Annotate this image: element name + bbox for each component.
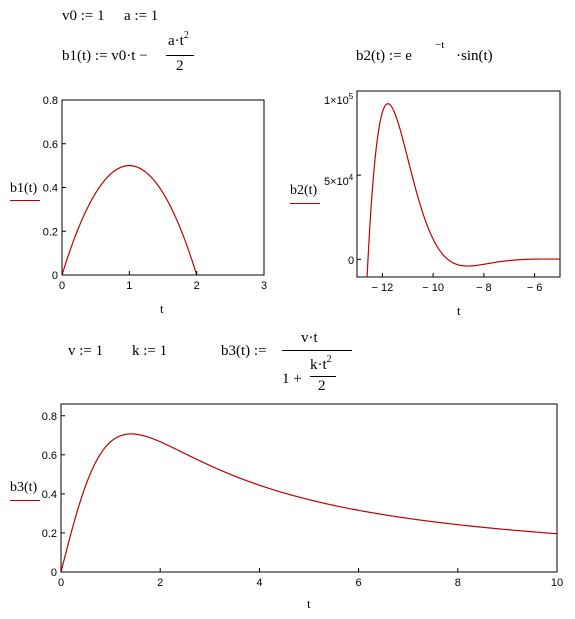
b3-den-fraction-bar [310,376,336,377]
plot-b2-xlabel: t [457,303,461,318]
plot-b3-ytick-label: 0.2 [42,528,57,540]
plot-b1-xlabel: t [160,301,164,316]
plot-b1-ylabel-underline [10,200,40,201]
b1-denominator: 2 [176,58,184,74]
plot-b2-ytick-top-exp: 5 [348,92,354,101]
def-v[interactable]: v := 1 [68,343,104,359]
b2-exponent: −t [435,39,445,51]
plot-b2-ytick-top: 1×105 [324,92,354,107]
plot-b3-ytick-label: 0.4 [42,489,57,501]
plot-b2[interactable]: − 12 − 10 − 8 − 6 [280,90,575,320]
plot-b3-ytick-label: 0 [51,567,57,579]
plot-b3-xtick-label: 10 [551,577,563,589]
plot-b3-frame [60,403,558,573]
plot-b1-ytick-label: 0.8 [43,95,58,107]
plot-b3-xtick-label: 0 [58,577,64,589]
b3-den-denominator: 2 [318,378,326,394]
plot-b3-ytick-label: 0.6 [42,450,57,462]
plot-b2-xtick-label: − 10 [422,282,444,294]
b3-den-num-exp: 2 [326,354,332,365]
plot-b1-xtick-label: 0 [59,280,65,292]
plot-b3-xlabel: t [307,596,311,611]
plot-b3-ytick-label: 0.8 [42,411,57,423]
b1-num-exp: 2 [183,30,189,41]
b1-num-text: a·t [168,33,184,49]
def-v0[interactable]: v0 := 1 [62,8,105,24]
plot-b1-ytick-label: 0.4 [43,183,58,195]
plot-b1-xtick-label: 1 [126,280,132,292]
plot-b3-xtick-label: 6 [356,577,362,589]
b3-lhs: b3(t) := [221,343,267,359]
plot-b1-ytick-label: 0.6 [43,139,58,151]
plot-b2-ylabel-underline [290,203,320,204]
b1-fraction-bar [166,55,194,56]
plot-b1-ylabel: b1(t) [10,181,38,196]
plot-b3-xtick-label: 8 [455,577,461,589]
plot-b1-ytick-label: 0 [52,270,58,282]
plot-b2-ytick-zero: 0 [348,255,355,267]
plot-b1-frame [61,99,265,276]
plot-b3-ylabel: b3(t) [10,480,38,495]
b3-fraction-bar [282,350,352,351]
b3-den-prefix: 1 + [282,371,302,387]
plot-b2-curve [366,103,561,278]
plot-b3-ylabel-underline [10,500,40,501]
plot-b2-ylabel: b2(t) [290,183,318,198]
plot-b1-curve [61,165,198,276]
plot-b1[interactable]: 0 0.2 0.4 0.6 0.8 0 1 2 3 [0,90,280,320]
plot-b3-curve [60,433,558,573]
b2-rhs: ·sin(t) [456,48,493,64]
plot-b2-xtick-label: − 6 [527,282,543,294]
plot-b2-ytick-mid-base: 5×10 [324,176,349,188]
plot-b3[interactable]: 0 0.2 0.4 0.6 0.8 0 2 4 6 8 10 [0,395,575,605]
plot-b3-xtick-label: 2 [157,577,163,589]
plot-b1-ytick-label: 0.2 [43,226,58,238]
plot-b3-xtick-label: 4 [256,577,262,589]
b3-numerator: v·t [301,330,318,346]
b3-den-num-text: k·t [310,357,327,373]
b1-numerator: a·t2 [168,30,189,50]
plot-b2-ytick-top-base: 1×10 [324,95,349,107]
b2-lhs: b2(t) := e [356,48,412,64]
plot-b2-xtick-label: − 8 [476,282,492,294]
b1-lhs: b1(t) := v0·t − [62,48,148,64]
plot-b2-frame [356,90,561,278]
plot-b2-xtick-label: − 12 [372,282,394,294]
plot-b2-ytick-mid-exp: 4 [348,173,354,182]
plot-b1-xtick-label: 3 [261,280,267,292]
b3-den-numerator: k·t2 [310,354,332,374]
def-a[interactable]: a := 1 [124,8,159,24]
def-k[interactable]: k := 1 [132,343,168,359]
plot-b2-ytick-mid: 5×104 [324,173,354,188]
plot-b1-xtick-label: 2 [194,280,200,292]
